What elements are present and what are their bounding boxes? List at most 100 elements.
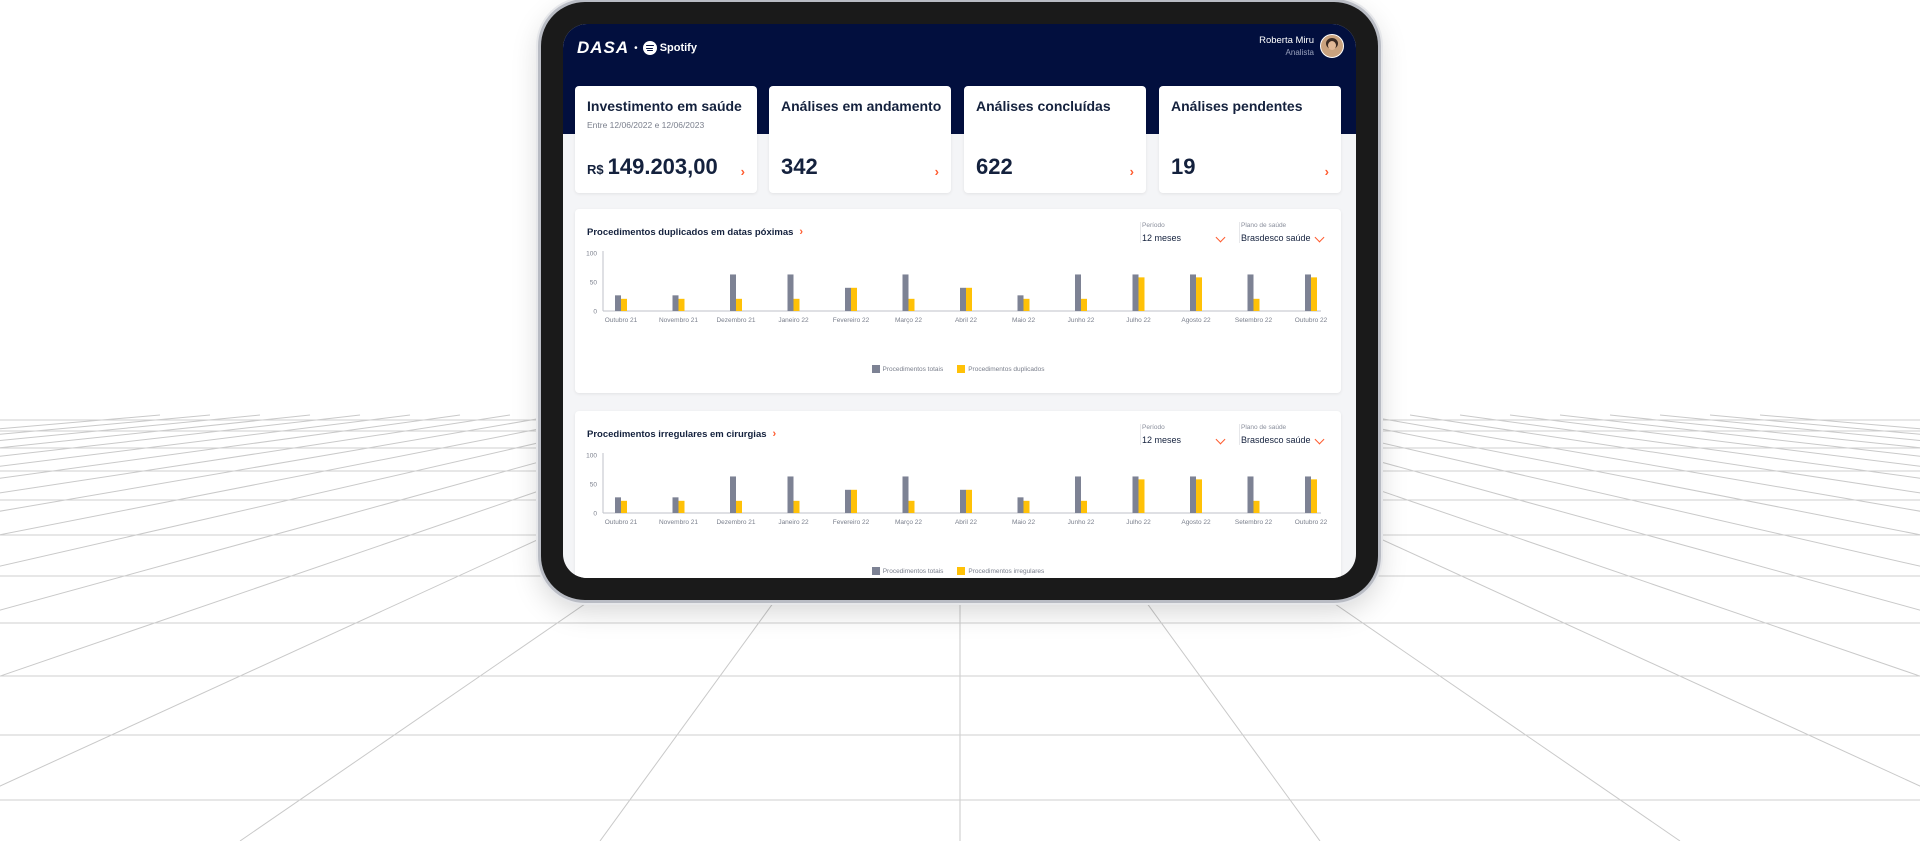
- bar-series-2[interactable]: [908, 298, 915, 311]
- grid-line: [0, 414, 661, 567]
- bar-series-1[interactable]: [845, 287, 851, 311]
- bar-series-2[interactable]: [793, 298, 800, 311]
- x-tick-label: Fevereiro 22: [833, 317, 870, 324]
- kpi-amount: 149.203,00: [607, 154, 718, 179]
- kpi-subtitle: Entre 12/06/2022 e 12/06/2023: [587, 120, 705, 130]
- legend-item-totais: Procedimentos totais: [871, 365, 943, 373]
- bar-series-2[interactable]: [966, 489, 972, 513]
- brand-logo[interactable]: DASA • Spotify: [577, 38, 697, 58]
- chevron-right-icon[interactable]: ›: [1324, 164, 1329, 179]
- kpi-title: Análises concluídas: [976, 98, 1111, 114]
- bar-series-1[interactable]: [845, 489, 851, 513]
- bar-series-2[interactable]: [736, 500, 742, 513]
- grid-line: [0, 414, 311, 449]
- chevron-right-icon[interactable]: ›: [740, 164, 745, 179]
- kpi-card-concluidas[interactable]: Análises concluídas 622 ›: [964, 86, 1146, 193]
- bar-series-1[interactable]: [787, 274, 794, 311]
- bar-series-2[interactable]: [1023, 500, 1030, 513]
- bar-series-1[interactable]: [1247, 274, 1254, 311]
- x-tick-label: Julho 22: [1126, 317, 1151, 324]
- bar-series-2[interactable]: [1081, 298, 1087, 311]
- bar-series-1[interactable]: [672, 497, 679, 513]
- period-select[interactable]: Período 12 meses: [1140, 424, 1228, 445]
- bar-series-1[interactable]: [1190, 274, 1196, 311]
- bar-series-2[interactable]: [1138, 277, 1145, 311]
- grid-line: [0, 414, 261, 442]
- bar-series-2[interactable]: [678, 500, 685, 513]
- user-name: Roberta Miru: [1259, 35, 1314, 46]
- bar-series-2[interactable]: [851, 287, 857, 311]
- period-select[interactable]: Período 12 meses: [1140, 222, 1228, 243]
- bar-series-1[interactable]: [730, 476, 736, 513]
- bar-series-2[interactable]: [736, 298, 742, 311]
- bar-series-1[interactable]: [1075, 274, 1081, 311]
- grid-line: [1209, 414, 1920, 611]
- period-value: 12 meses: [1142, 435, 1182, 445]
- chevron-right-icon[interactable]: ›: [934, 164, 939, 179]
- bar-series-1[interactable]: [902, 476, 909, 513]
- chevron-right-icon[interactable]: ›: [799, 226, 804, 238]
- bar-series-1[interactable]: [1075, 476, 1081, 513]
- plan-value: Brasdesco saúde: [1241, 233, 1311, 243]
- avatar[interactable]: [1320, 34, 1344, 58]
- bar-series-1[interactable]: [1017, 295, 1024, 311]
- grid-line: [0, 414, 461, 479]
- bar-series-2[interactable]: [1253, 298, 1260, 311]
- bar-series-1[interactable]: [672, 295, 679, 311]
- health-plan-select[interactable]: Plano de saúde Brasdesco saúde: [1239, 424, 1327, 445]
- grid-line: [0, 414, 511, 494]
- kpi-value: R$ 149.203,00: [587, 154, 718, 180]
- bar-series-1[interactable]: [1190, 476, 1196, 513]
- bar-series-2[interactable]: [1253, 500, 1260, 513]
- bar-series-2[interactable]: [1311, 277, 1317, 311]
- bar-series-1[interactable]: [1132, 274, 1139, 311]
- x-tick-label: Abril 22: [955, 519, 977, 526]
- health-plan-select[interactable]: Plano de saúde Brasdesco saúde: [1239, 222, 1327, 243]
- bar-series-2[interactable]: [1081, 500, 1087, 513]
- chart-title[interactable]: Procedimentos duplicados em datas póxima…: [587, 226, 803, 238]
- bar-series-2[interactable]: [621, 500, 627, 513]
- chevron-right-icon[interactable]: ›: [1129, 164, 1134, 179]
- bar-series-2[interactable]: [1196, 479, 1202, 513]
- chart-title[interactable]: Procedimentos irregulares em cirurgias ›: [587, 428, 776, 440]
- x-tick-label: Abril 22: [955, 317, 977, 324]
- bar-series-1[interactable]: [1017, 497, 1024, 513]
- bar-series-1[interactable]: [1132, 476, 1139, 513]
- bar-series-1[interactable]: [1305, 274, 1311, 311]
- chevron-right-icon[interactable]: ›: [772, 428, 777, 440]
- bar-series-2[interactable]: [966, 287, 972, 311]
- bar-series-2[interactable]: [851, 489, 857, 513]
- bar-series-1[interactable]: [902, 274, 909, 311]
- user-menu[interactable]: Roberta Miru Analista: [1259, 34, 1344, 58]
- bar-series-1[interactable]: [1247, 476, 1254, 513]
- bar-series-2[interactable]: [1138, 479, 1145, 513]
- bar-series-1[interactable]: [960, 489, 966, 513]
- bar-series-1[interactable]: [787, 476, 794, 513]
- bar-series-2[interactable]: [678, 298, 685, 311]
- bar-series-1[interactable]: [1305, 476, 1311, 513]
- chart-legend: Procedimentos totais Procedimentos irreg…: [575, 567, 1341, 575]
- bar-series-1[interactable]: [730, 274, 736, 311]
- bar-series-1[interactable]: [615, 497, 621, 513]
- bar-series-1[interactable]: [615, 295, 621, 311]
- bar-series-2[interactable]: [1311, 479, 1317, 513]
- bar-series-2[interactable]: [793, 500, 800, 513]
- bar-series-1[interactable]: [960, 287, 966, 311]
- grid-line: [0, 414, 161, 430]
- x-tick-label: Setembro 22: [1235, 317, 1273, 324]
- kpi-card-em-andamento[interactable]: Análises em andamento 342 ›: [769, 86, 951, 193]
- x-tick-label: Setembro 22: [1235, 519, 1273, 526]
- legend-item-totais: Procedimentos totais: [871, 567, 943, 575]
- bar-series-2[interactable]: [908, 500, 915, 513]
- kpi-card-pendentes[interactable]: Análises pendentes 19 ›: [1159, 86, 1341, 193]
- x-tick-label: Junho 22: [1068, 317, 1095, 324]
- y-tick-label: 0: [593, 511, 597, 518]
- bar-series-2[interactable]: [1196, 277, 1202, 311]
- bar-series-2[interactable]: [1023, 298, 1030, 311]
- kpi-card-investimento[interactable]: Investimento em saúde Entre 12/06/2022 e…: [575, 86, 757, 193]
- chart-legend: Procedimentos totais Procedimentos dupli…: [575, 365, 1341, 373]
- x-tick-label: Outubro 21: [605, 519, 638, 526]
- grid-line: [0, 414, 211, 435]
- bar-series-2[interactable]: [621, 298, 627, 311]
